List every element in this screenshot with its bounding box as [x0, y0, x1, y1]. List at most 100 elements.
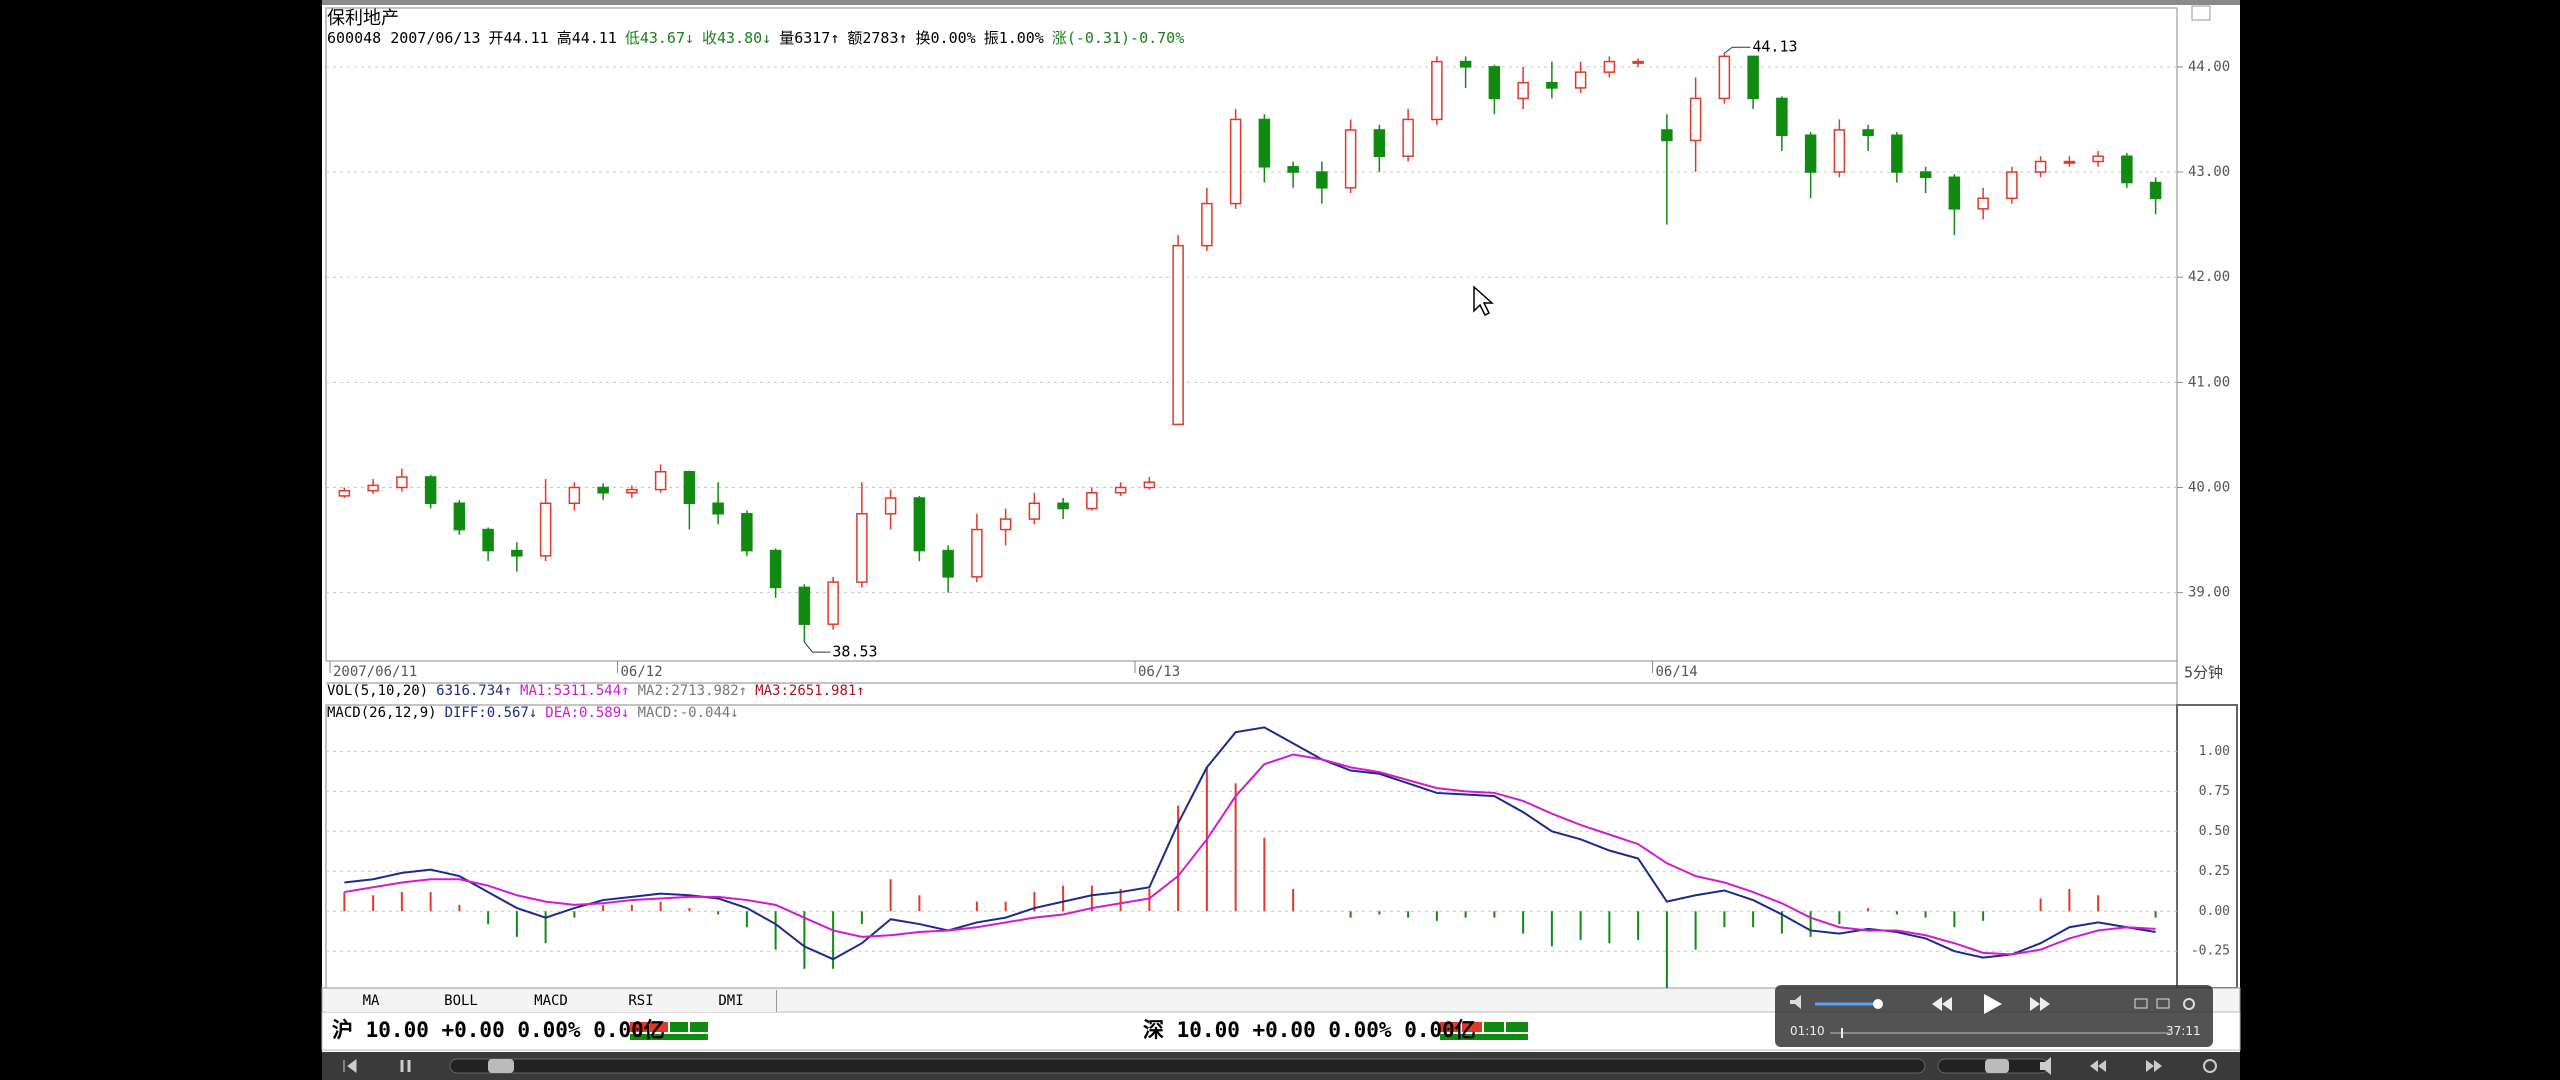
candle-body: [1977, 197, 1989, 210]
candle-body: [1114, 486, 1127, 494]
candle-body: [1488, 66, 1501, 100]
candle-body: [1603, 60, 1616, 73]
info-segment: 收43.80↓: [702, 29, 772, 47]
candle-body: [683, 470, 696, 505]
candle-body: [769, 549, 782, 589]
y-tick-label: 1.00: [2199, 744, 2230, 759]
market-block: [690, 1022, 708, 1032]
candle-body: [1287, 166, 1299, 173]
indicator-tab[interactable]: RSI: [596, 990, 687, 1012]
info-segment: 振1.00%: [983, 29, 1044, 47]
overlay-play[interactable]: [1984, 994, 2002, 1014]
forward-button[interactable]: [2146, 1060, 2162, 1072]
candle-body: [1862, 129, 1874, 136]
x-tick-label: 06/12: [621, 664, 663, 680]
candle-body: [597, 486, 609, 494]
prev-button[interactable]: [343, 1059, 357, 1073]
overlay-rewind[interactable]: [1932, 997, 1952, 1011]
indicator-tab[interactable]: BOLL: [416, 990, 507, 1012]
y-tick-label: 44.00: [2188, 59, 2230, 75]
stock-name: 保利地产: [327, 8, 399, 29]
overlay-volume-icon[interactable]: [1790, 995, 1801, 1009]
candle-body: [942, 549, 954, 578]
x-tick-label: 2007/06/11: [333, 664, 417, 680]
candle-body: [626, 488, 638, 494]
overlay-window[interactable]: [2156, 998, 2170, 1009]
candle-body: [1833, 129, 1846, 173]
sh-index: 沪 10.00 +0.00 0.00% 0.00亿: [332, 1018, 665, 1042]
market-block: [650, 1022, 668, 1032]
candle-body: [424, 476, 437, 505]
candle-body: [1431, 60, 1443, 121]
candle-body: [1344, 129, 1357, 189]
info-segment: MACD(26,12,9): [327, 705, 437, 721]
candle-body: [827, 581, 839, 625]
candle-body: [884, 497, 897, 515]
x-tick-label: 06/13: [1138, 664, 1180, 680]
candle-body: [654, 470, 667, 491]
overlay-volume-knob[interactable]: [1873, 999, 1883, 1009]
y-tick-label: 39.00: [2188, 585, 2230, 601]
candle-body: [1632, 60, 1644, 64]
period-label: 5分钟: [2184, 664, 2223, 682]
market-block: [630, 1034, 708, 1040]
y-tick-label: 41.00: [2188, 374, 2230, 390]
high-leader: [1724, 46, 1751, 54]
info-segment: 量6317↑: [779, 29, 840, 47]
player-overlay: [1775, 985, 2213, 1047]
info-segment: DEA:0.589↓: [545, 705, 630, 721]
candle-body: [1689, 97, 1702, 142]
candle-body: [1143, 481, 1156, 489]
window-icon[interactable]: [2191, 5, 2211, 21]
macd-line: [344, 726, 2156, 961]
candle-body: [1201, 202, 1213, 247]
candle-body: [971, 528, 983, 578]
candle-body: [1948, 176, 1961, 210]
candle-body: [1747, 55, 1759, 100]
y-tick-label: 42.00: [2188, 269, 2230, 285]
candle-body: [1258, 118, 1271, 168]
market-block: [1440, 1022, 1460, 1032]
high-label: 44.13: [1752, 38, 1797, 56]
info-segment: 涨(-0.31)-0.70%: [1051, 29, 1185, 47]
candle-body: [1919, 171, 1932, 179]
overlay-forward[interactable]: [2030, 997, 2050, 1011]
info-segment: MACD:-0.044↓: [637, 705, 739, 721]
overlay-settings[interactable]: [2183, 998, 2195, 1010]
market-block: [670, 1022, 688, 1032]
y-tick-label: -0.25: [2191, 944, 2230, 959]
candle-body: [2034, 160, 2047, 173]
seek-track[interactable]: [449, 1058, 1926, 1074]
settings-button[interactable]: [2203, 1059, 2217, 1073]
candle-body: [396, 476, 408, 489]
macd-indicator: MACD(26,12,9) DIFF:0.567↓ DEA:0.589↓ MACD:-…: [327, 705, 747, 721]
rewind-button[interactable]: [2090, 1060, 2106, 1072]
candle-body: [1718, 55, 1731, 100]
candle-body: [913, 497, 926, 552]
low-leader: [803, 641, 831, 653]
candle-body: [2121, 155, 2133, 184]
indicator-tab[interactable]: MA: [326, 990, 417, 1012]
indicator-tab[interactable]: MACD: [506, 990, 597, 1012]
y-tick-label: 43.00: [2188, 164, 2230, 180]
mute-button[interactable]: [2040, 1057, 2051, 1075]
info-segment: 额2783↑: [847, 29, 908, 47]
candle-body: [2092, 155, 2104, 163]
candle-body: [741, 513, 753, 552]
seek-thumb[interactable]: [488, 1059, 514, 1073]
candle-body: [1776, 97, 1788, 136]
candle-body: [1057, 502, 1069, 510]
candle-body: [1086, 492, 1098, 510]
pause-button[interactable]: [400, 1060, 411, 1072]
info-segment: 高44.11: [556, 29, 617, 47]
candle-body: [1661, 129, 1673, 142]
low-label: 38.53: [832, 643, 877, 661]
candle-body: [511, 549, 523, 557]
volume-thumb[interactable]: [1985, 1059, 2009, 1073]
indicator-tab[interactable]: DMI: [686, 990, 777, 1012]
candle-body: [1402, 118, 1414, 158]
y-tick-label: 0.25: [2199, 864, 2230, 879]
candle-body: [367, 484, 379, 492]
overlay-pip[interactable]: [2134, 998, 2148, 1009]
candle-body: [338, 489, 351, 497]
